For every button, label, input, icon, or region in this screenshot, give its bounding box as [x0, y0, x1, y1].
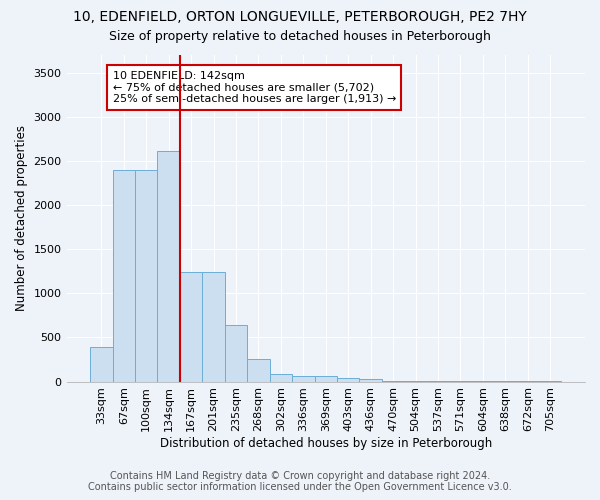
- Bar: [247, 359, 269, 382]
- Bar: [359, 379, 382, 382]
- Y-axis label: Number of detached properties: Number of detached properties: [15, 126, 28, 312]
- Text: Size of property relative to detached houses in Peterborough: Size of property relative to detached ho…: [109, 30, 491, 43]
- Bar: [225, 325, 247, 382]
- Bar: [202, 272, 225, 382]
- Bar: [180, 272, 202, 382]
- Bar: [90, 347, 113, 382]
- Bar: [314, 376, 337, 382]
- Text: Contains HM Land Registry data © Crown copyright and database right 2024.
Contai: Contains HM Land Registry data © Crown c…: [88, 471, 512, 492]
- Text: 10 EDENFIELD: 142sqm
← 75% of detached houses are smaller (5,702)
25% of semi-de: 10 EDENFIELD: 142sqm ← 75% of detached h…: [113, 71, 396, 104]
- Bar: [157, 151, 180, 382]
- Bar: [382, 381, 404, 382]
- Bar: [292, 376, 314, 382]
- Bar: [337, 378, 359, 382]
- X-axis label: Distribution of detached houses by size in Peterborough: Distribution of detached houses by size …: [160, 437, 492, 450]
- Bar: [135, 170, 157, 382]
- Bar: [269, 374, 292, 382]
- Bar: [113, 170, 135, 382]
- Text: 10, EDENFIELD, ORTON LONGUEVILLE, PETERBOROUGH, PE2 7HY: 10, EDENFIELD, ORTON LONGUEVILLE, PETERB…: [73, 10, 527, 24]
